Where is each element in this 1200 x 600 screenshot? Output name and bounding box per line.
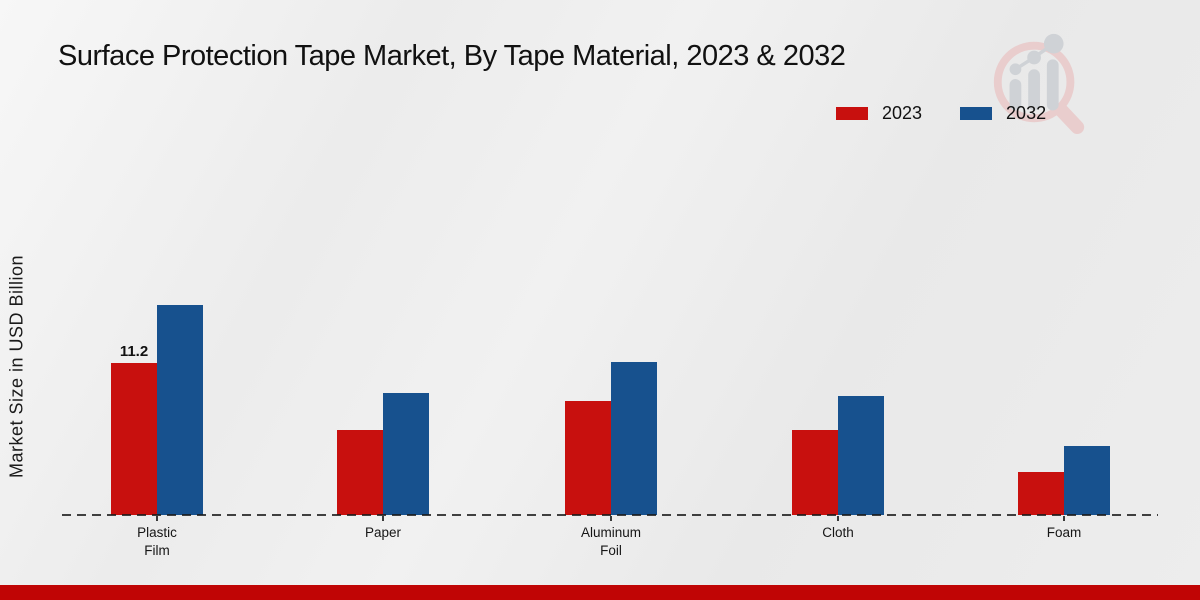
category-label-plastic-film: Plastic Film — [137, 525, 177, 559]
legend-swatch-2023 — [836, 107, 868, 120]
category-label-foam: Foam — [1046, 525, 1082, 540]
legend-label: 2023 — [882, 103, 923, 123]
bar-2032-cloth — [838, 396, 884, 515]
category-label-cloth: Cloth — [822, 525, 854, 540]
bar-2032-aluminum-foil — [611, 362, 657, 515]
x-axis-tick — [1063, 516, 1065, 521]
legend-item-2032: 2032 — [960, 103, 1046, 124]
magnifier-bar-chart-logo-icon — [993, 33, 1085, 135]
chart-title: Surface Protection Tape Market, By Tape … — [58, 40, 846, 72]
bar-value-label-plastic-film: 11.2 — [119, 343, 149, 360]
x-axis-tick — [610, 516, 612, 521]
bar-2032-paper — [383, 393, 429, 515]
x-axis-tick — [382, 516, 384, 521]
x-axis-tick — [837, 516, 839, 521]
bar-2023-foam — [1018, 472, 1064, 515]
x-axis-baseline — [62, 514, 1158, 516]
bar-2032-foam — [1064, 446, 1110, 515]
bar-2023-aluminum-foil — [565, 401, 611, 515]
legend-label: 2032 — [1006, 103, 1047, 123]
category-label-aluminum-foil: Aluminum Foil — [580, 525, 642, 559]
legend-item-2023: 2023 — [836, 103, 922, 124]
bar-2023-cloth — [792, 430, 838, 515]
bar-2023-paper — [337, 430, 383, 515]
legend: 2023 2032 — [836, 103, 1046, 124]
bottom-ribbon — [0, 585, 1200, 600]
legend-swatch-2032 — [960, 107, 993, 120]
bar-2032-plastic-film — [157, 305, 203, 515]
category-label-paper: Paper — [364, 525, 402, 540]
x-axis-tick — [156, 516, 158, 521]
bar-2023-plastic-film — [111, 363, 157, 515]
